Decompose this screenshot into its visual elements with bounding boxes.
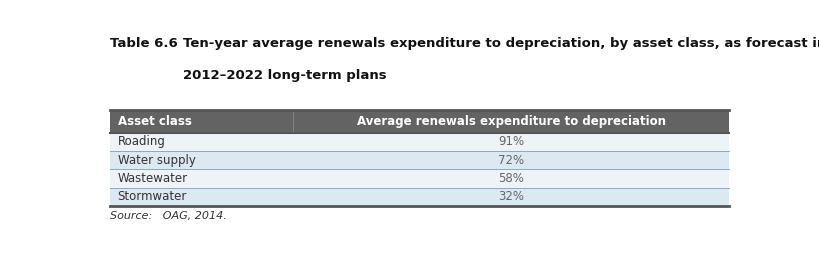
Text: 32%: 32% bbox=[498, 190, 524, 203]
Bar bbox=[110, 133, 730, 151]
Text: Stormwater: Stormwater bbox=[118, 190, 187, 203]
Text: Table 6.6: Table 6.6 bbox=[110, 37, 178, 50]
Bar bbox=[110, 110, 730, 133]
Text: Average renewals expenditure to depreciation: Average renewals expenditure to deprecia… bbox=[356, 115, 666, 128]
Text: 91%: 91% bbox=[498, 135, 524, 148]
Bar bbox=[110, 169, 730, 188]
Bar bbox=[110, 188, 730, 206]
Text: 72%: 72% bbox=[498, 154, 524, 167]
Text: Ten-year average renewals expenditure to depreciation, by asset class, as foreca: Ten-year average renewals expenditure to… bbox=[183, 37, 819, 50]
Text: 2012–2022 long-term plans: 2012–2022 long-term plans bbox=[183, 69, 387, 82]
Bar bbox=[110, 151, 730, 169]
Text: Wastewater: Wastewater bbox=[118, 172, 188, 185]
Text: Water supply: Water supply bbox=[118, 154, 196, 167]
Text: Asset class: Asset class bbox=[118, 115, 192, 128]
Text: Roading: Roading bbox=[118, 135, 165, 148]
Text: Source:   OAG, 2014.: Source: OAG, 2014. bbox=[110, 211, 227, 221]
Text: 58%: 58% bbox=[498, 172, 524, 185]
